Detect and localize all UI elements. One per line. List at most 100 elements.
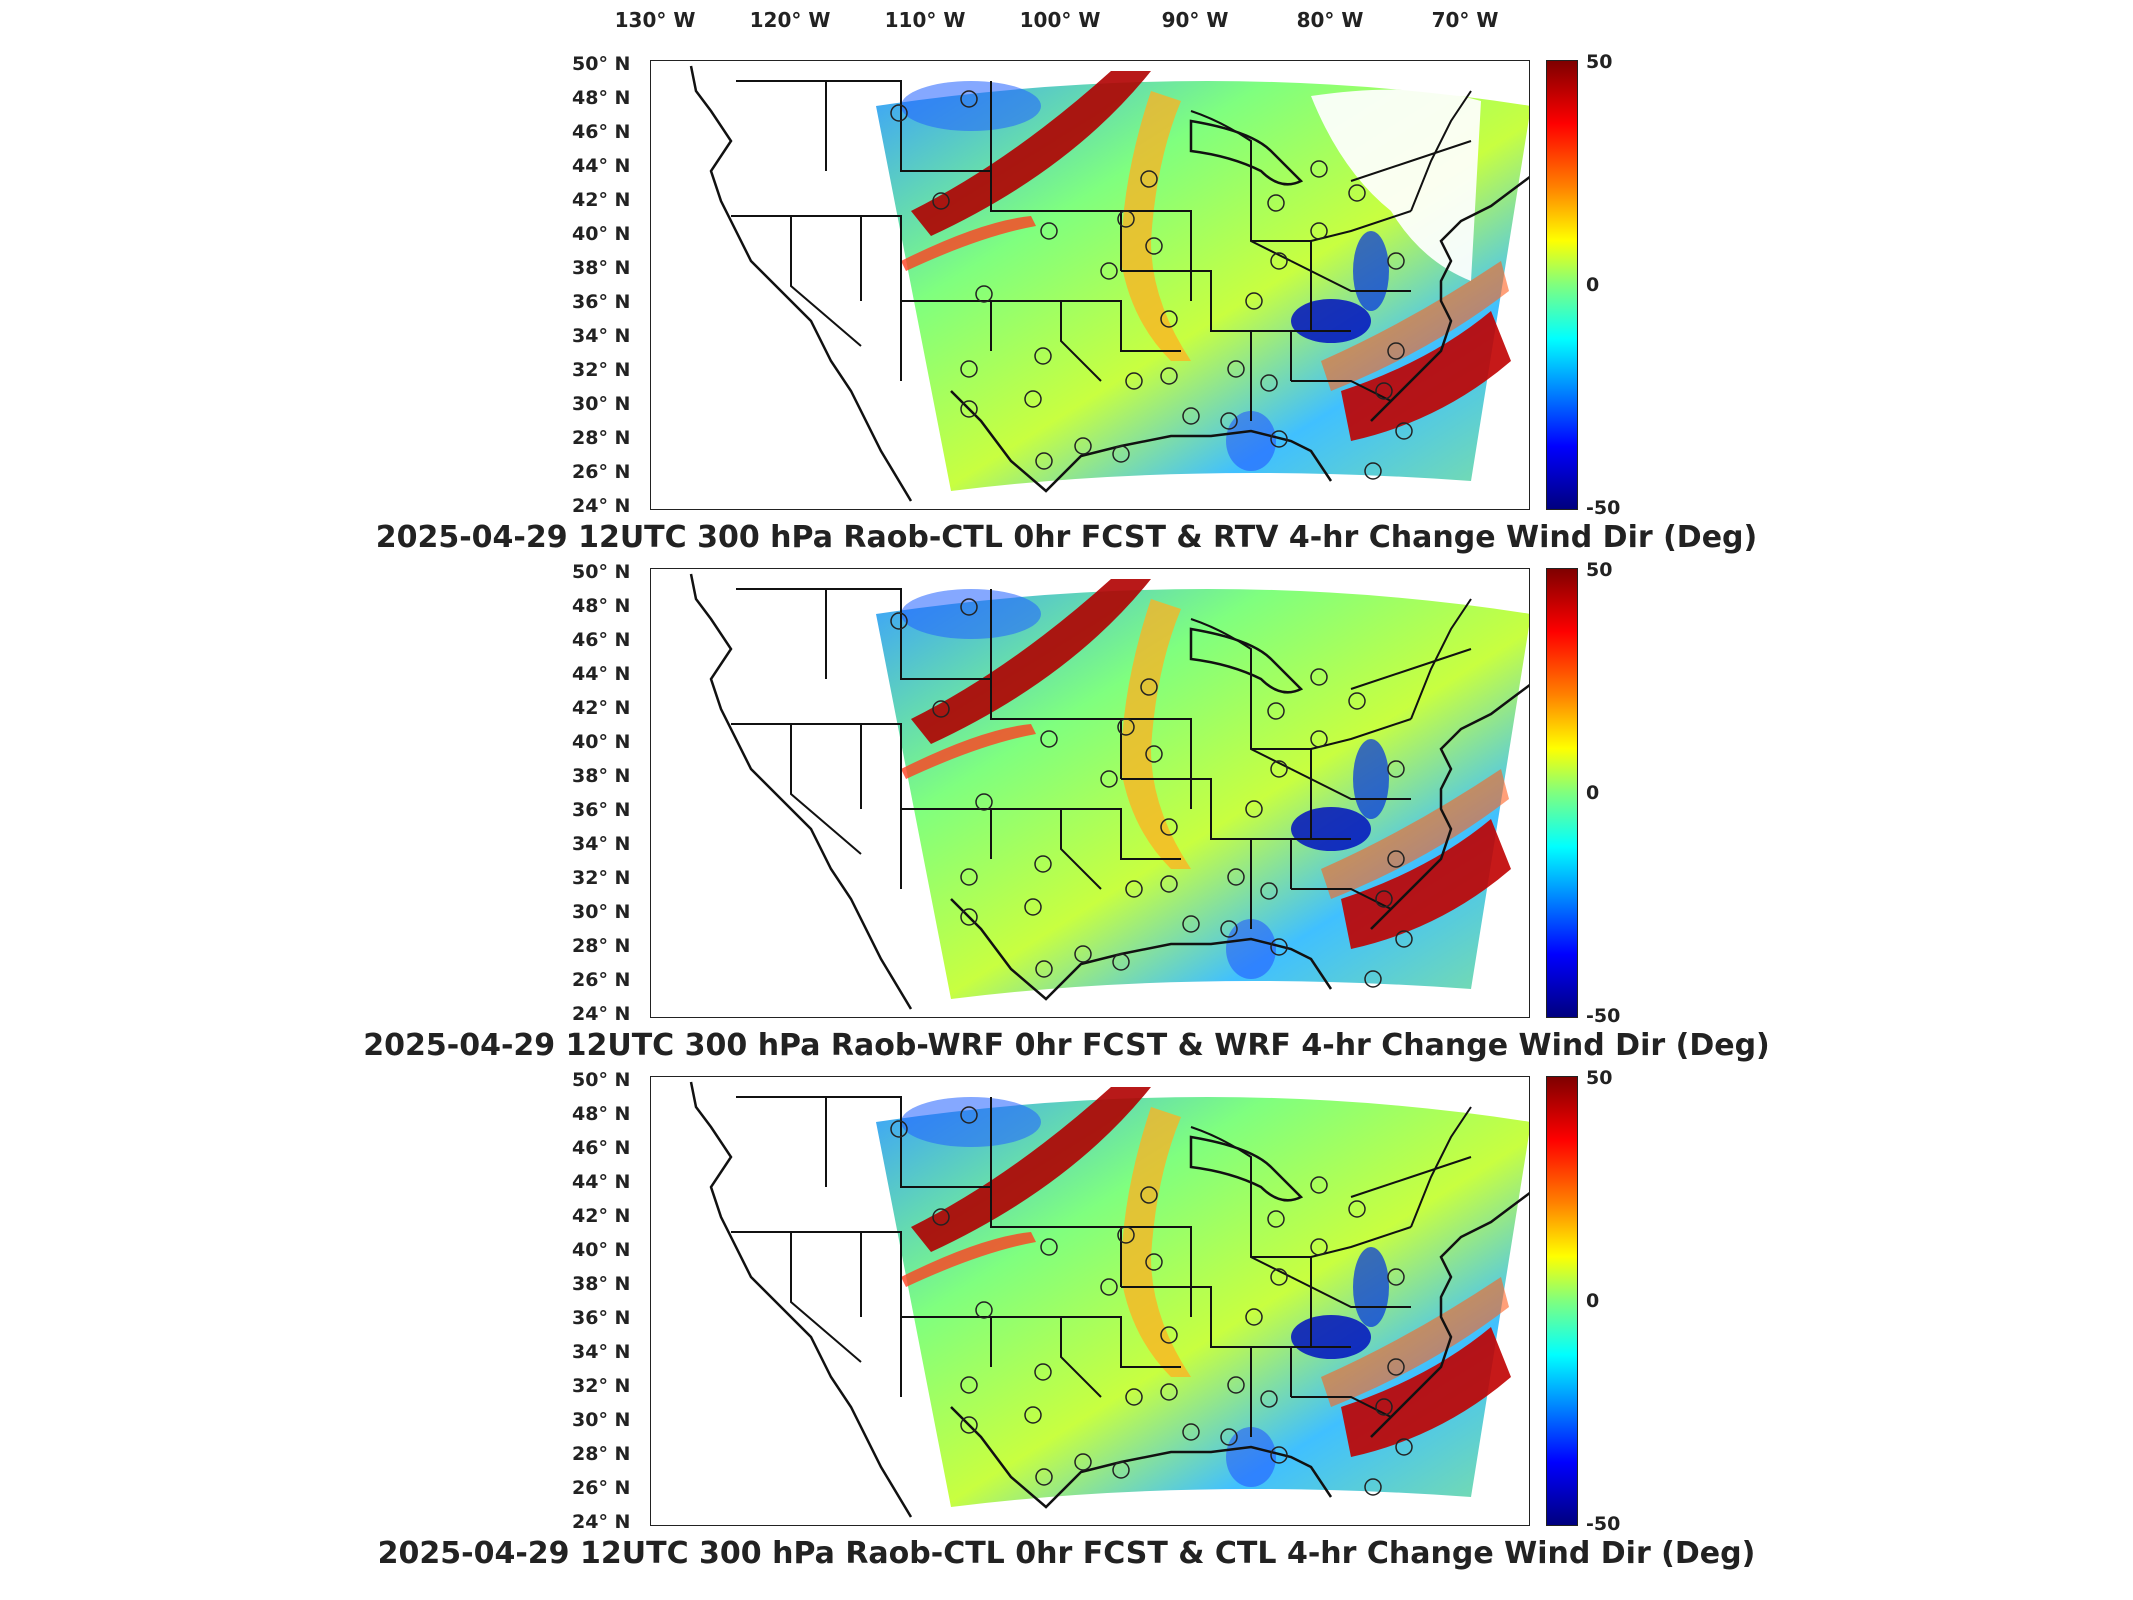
raob-station-marker xyxy=(960,360,978,378)
raob-station-marker xyxy=(1267,702,1285,720)
raob-station-marker xyxy=(1267,194,1285,212)
raob-station-marker xyxy=(1024,1406,1042,1424)
raob-station-marker xyxy=(1125,1388,1143,1406)
raob-station-marker xyxy=(1267,1210,1285,1228)
raob-station-marker xyxy=(960,90,978,108)
lat-label: 38° N xyxy=(572,257,631,279)
raob-station-marker xyxy=(1260,1390,1278,1408)
raob-station-marker xyxy=(1117,1226,1135,1244)
raob-station-marker xyxy=(1387,342,1405,360)
lat-label: 32° N xyxy=(572,1375,631,1397)
raob-station-marker xyxy=(960,1416,978,1434)
colorbar-max-label: 50 xyxy=(1586,559,1613,581)
raob-station-marker xyxy=(1395,1438,1413,1456)
panel-ctl: 50 0 -50 2025-04-29 12UTC 300 hPa Raob-C… xyxy=(0,1067,2133,1586)
colorbar-min-label: -50 xyxy=(1586,1005,1621,1027)
raob-station-marker xyxy=(960,908,978,926)
raob-station-marker xyxy=(1395,930,1413,948)
panel-title: 2025-04-29 12UTC 300 hPa Raob-WRF 0hr FC… xyxy=(363,1028,1770,1063)
raob-station-marker xyxy=(975,1301,993,1319)
panel-title: 2025-04-29 12UTC 300 hPa Raob-CTL 0hr FC… xyxy=(377,1536,1756,1571)
lat-label: 48° N xyxy=(572,1103,631,1125)
lat-label: 42° N xyxy=(572,697,631,719)
colorbar-max-label: 50 xyxy=(1586,51,1613,73)
raob-station-marker xyxy=(1160,367,1178,385)
lat-label: 32° N xyxy=(572,359,631,381)
lat-label: 40° N xyxy=(572,731,631,753)
colorbar-mid-label: 0 xyxy=(1586,274,1600,296)
raob-station-marker xyxy=(1227,868,1245,886)
lon-label-120w: 120° W xyxy=(749,8,831,32)
raob-station-marker xyxy=(1270,430,1288,448)
raob-station-marker xyxy=(1182,407,1200,425)
raob-station-marker xyxy=(1160,310,1178,328)
lat-label: 50° N xyxy=(572,1069,631,1091)
raob-station-marker xyxy=(1034,1363,1052,1381)
raob-station-marker xyxy=(1310,1176,1328,1194)
raob-station-marker xyxy=(1125,372,1143,390)
raob-station-marker xyxy=(1160,1383,1178,1401)
raob-station-marker xyxy=(932,1208,950,1226)
raob-station-marker xyxy=(960,868,978,886)
raob-station-marker xyxy=(1182,915,1200,933)
raob-station-marker xyxy=(1160,818,1178,836)
colorbar-mid-label: 0 xyxy=(1586,782,1600,804)
lat-label: 42° N xyxy=(572,1205,631,1227)
raob-station-marker xyxy=(1024,898,1042,916)
lat-label: 50° N xyxy=(572,53,631,75)
colorbar xyxy=(1546,60,1578,510)
raob-station-marker xyxy=(1160,1326,1178,1344)
lat-label: 36° N xyxy=(572,1307,631,1329)
raob-station-marker xyxy=(1270,938,1288,956)
raob-station-marker xyxy=(1125,880,1143,898)
raob-station-marker xyxy=(1220,1428,1238,1446)
raob-station-marker xyxy=(890,1120,908,1138)
lat-label: 26° N xyxy=(572,461,631,483)
raob-station-marker xyxy=(1182,1423,1200,1441)
colorbar-max-label: 50 xyxy=(1586,1067,1613,1089)
raob-station-marker xyxy=(1364,970,1382,988)
lat-label: 50° N xyxy=(572,561,631,583)
raob-station-marker xyxy=(1387,1358,1405,1376)
raob-station-marker xyxy=(1227,360,1245,378)
lat-label: 24° N xyxy=(572,1003,631,1025)
raob-station-marker xyxy=(1245,292,1263,310)
raob-station-marker xyxy=(1227,1376,1245,1394)
lat-label: 34° N xyxy=(572,325,631,347)
lat-label: 42° N xyxy=(572,189,631,211)
raob-station-marker xyxy=(1074,437,1092,455)
raob-station-marker xyxy=(1040,730,1058,748)
raob-station-marker xyxy=(1387,850,1405,868)
raob-station-marker xyxy=(1034,855,1052,873)
colorbar-min-label: -50 xyxy=(1586,1513,1621,1535)
map-plot xyxy=(689,1081,1529,1518)
raob-station-marker xyxy=(1112,1461,1130,1479)
raob-station-marker xyxy=(1220,412,1238,430)
raob-station-marker xyxy=(1100,1278,1118,1296)
raob-station-marker xyxy=(1140,678,1158,696)
raob-station-marker xyxy=(1040,1238,1058,1256)
raob-station-marker xyxy=(960,1106,978,1124)
lat-label: 44° N xyxy=(572,1171,631,1193)
raob-station-marker xyxy=(1310,160,1328,178)
colorbar xyxy=(1546,1076,1578,1526)
panel-wrf: 50 0 -50 2025-04-29 12UTC 300 hPa Raob-W… xyxy=(0,559,2133,1078)
raob-station-marker xyxy=(1260,882,1278,900)
lon-label-80w: 80° W xyxy=(1296,8,1364,32)
raob-station-marker xyxy=(1310,1238,1328,1256)
lat-label: 32° N xyxy=(572,867,631,889)
raob-station-marker xyxy=(1348,184,1366,202)
raob-station-marker xyxy=(1145,1253,1163,1271)
raob-station-marker xyxy=(1375,890,1393,908)
raob-station-marker xyxy=(890,104,908,122)
raob-station-marker xyxy=(1035,960,1053,978)
lat-label: 48° N xyxy=(572,87,631,109)
lat-label: 38° N xyxy=(572,1273,631,1295)
raob-station-marker xyxy=(1140,170,1158,188)
raob-station-marker xyxy=(1024,390,1042,408)
raob-station-marker xyxy=(1395,422,1413,440)
map-plot xyxy=(689,65,1529,502)
raob-station-marker xyxy=(1112,953,1130,971)
lat-label: 28° N xyxy=(572,427,631,449)
lat-label: 46° N xyxy=(572,121,631,143)
